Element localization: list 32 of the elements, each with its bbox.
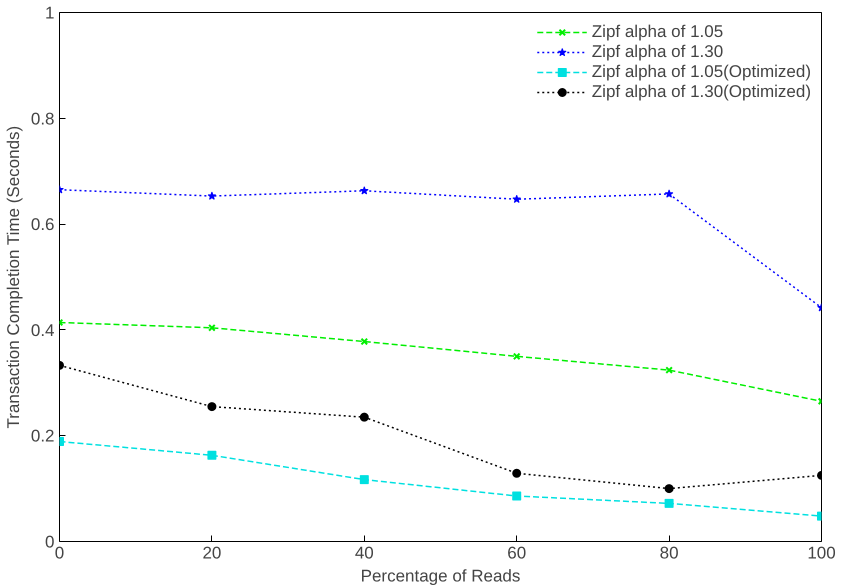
point xyxy=(512,194,522,203)
y-tick-label: 1 xyxy=(45,4,55,22)
point xyxy=(360,338,368,346)
point xyxy=(664,498,674,508)
x-tick-label: 20 xyxy=(202,544,222,562)
legend-label: Zipf alpha of 1.05 xyxy=(592,22,724,42)
point xyxy=(512,492,522,501)
point xyxy=(360,186,369,195)
y-tick-label: 0.2 xyxy=(30,426,55,446)
legend-label: Zipf alpha of 1.30 xyxy=(592,42,724,62)
point xyxy=(512,468,522,478)
point xyxy=(207,450,216,460)
point xyxy=(665,366,673,374)
x-axis-title: Percentage of Reads xyxy=(360,566,520,586)
y-axis-title: Transaction Completion Time (Seconds) xyxy=(4,126,23,428)
legend-label: Zipf alpha of 1.05(Optimized) xyxy=(592,62,811,82)
legend-label: Zipf alpha of 1.30(Optimized) xyxy=(592,82,811,102)
point xyxy=(208,192,216,200)
y-tick-label: 0.4 xyxy=(30,320,55,340)
point xyxy=(664,189,674,198)
x-tick-label: 40 xyxy=(354,544,374,562)
point xyxy=(360,475,369,484)
point xyxy=(207,402,216,412)
y-tick-label: 0.8 xyxy=(30,109,55,128)
point xyxy=(664,484,674,494)
x-tick-label: 60 xyxy=(507,544,526,562)
point xyxy=(360,412,369,422)
x-tick-label: 100 xyxy=(807,544,836,562)
point xyxy=(208,324,216,332)
y-tick-label: 0.6 xyxy=(30,215,55,234)
x-tick-label: 80 xyxy=(660,544,679,562)
point xyxy=(512,352,521,360)
